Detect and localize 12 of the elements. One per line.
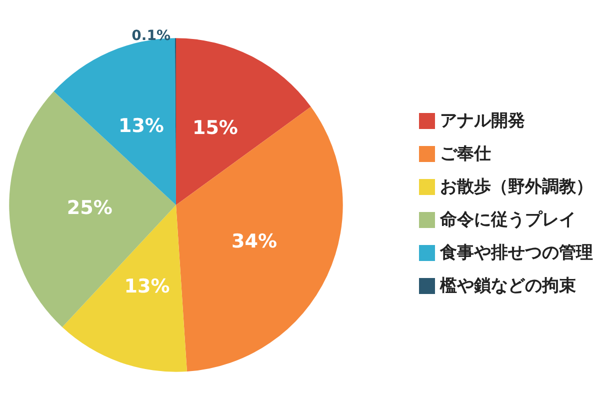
legend-label: お散歩（野外調教） [440, 177, 593, 197]
data-label: 34% [232, 230, 278, 253]
legend-label: 檻や鎖などの拘束 [439, 276, 576, 296]
legend-label: アナル開発 [440, 111, 525, 131]
data-label: 13% [124, 275, 170, 298]
legend-label: 食事や排せつの管理 [439, 243, 593, 263]
data-label: 13% [118, 114, 164, 137]
legend-label: ご奉仕 [440, 144, 491, 164]
data-label: 15% [192, 116, 238, 139]
legend-label: 命令に従うプレイ [439, 210, 576, 230]
data-label: 0.1% [132, 28, 170, 44]
data-label: 25% [66, 197, 112, 220]
